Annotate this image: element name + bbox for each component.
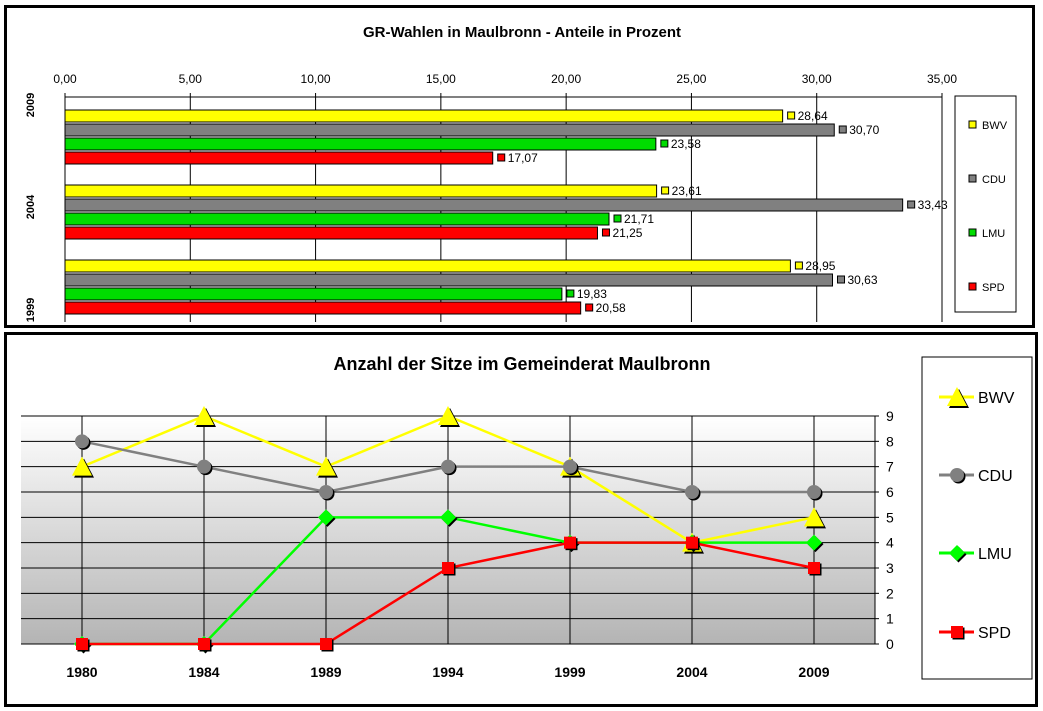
line-chart-panel [4,332,1038,707]
bar-chart-panel [4,5,1035,328]
